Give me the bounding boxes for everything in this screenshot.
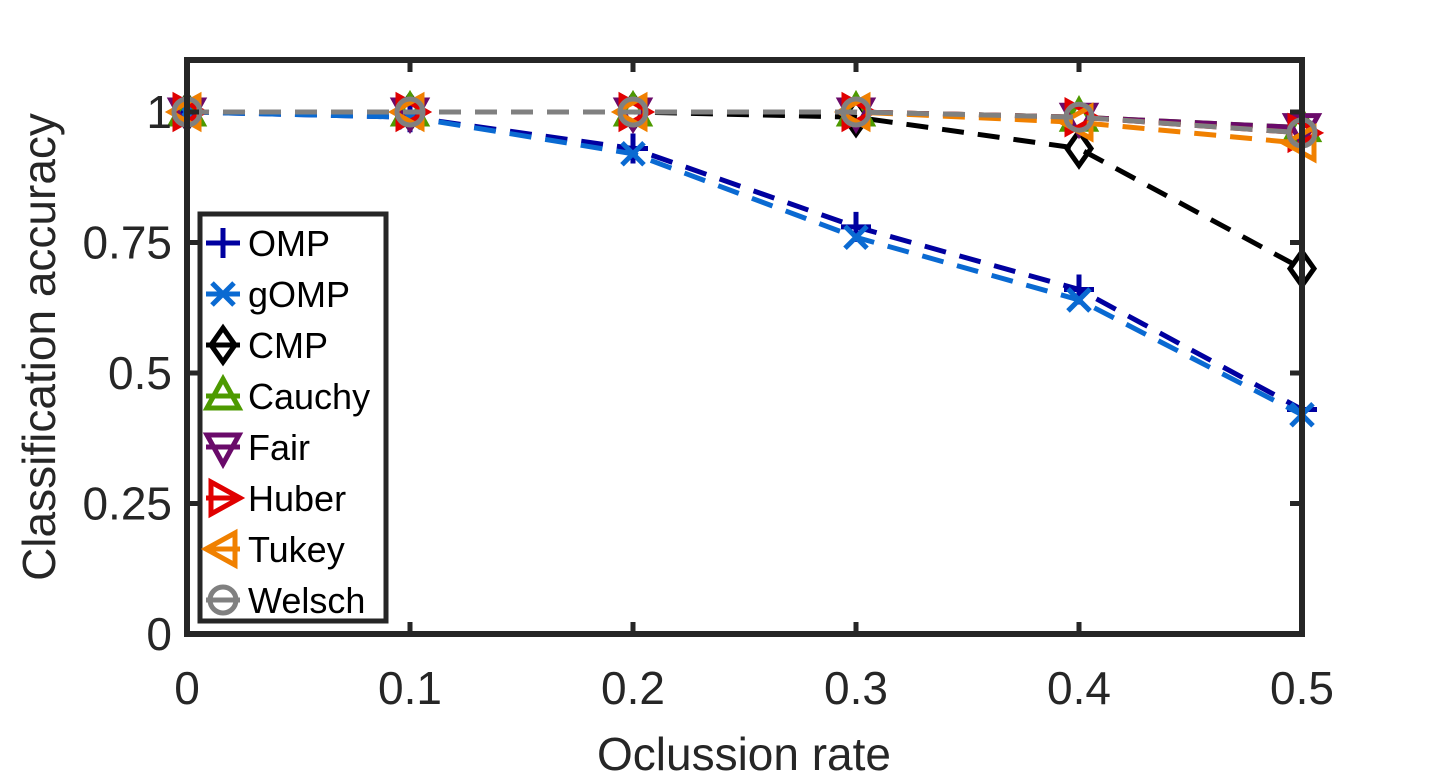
- axes-box: [184, 57, 1305, 637]
- x-tick-label: 0.2: [601, 662, 665, 714]
- y-tick-label: 0.25: [82, 478, 172, 530]
- point-gomp-3: [843, 224, 869, 251]
- y-tick-label: 0: [146, 608, 172, 660]
- legend-marker-cmp: [207, 323, 239, 367]
- y-tick-label: 1: [146, 86, 172, 138]
- legend: OMP gOMP CMP Cauchy Fair Huber Tukey Welsch: [197, 211, 389, 624]
- legend-entry-welsch: Welsch: [206, 580, 365, 621]
- legend-marker-welsch: [207, 584, 239, 616]
- legend-label-welsch: Welsch: [248, 580, 365, 621]
- y-tick-label: 0.5: [108, 347, 172, 399]
- legend-label-huber: Huber: [248, 478, 346, 519]
- point-gomp-2: [620, 140, 646, 167]
- point-welsch-3: [840, 96, 872, 128]
- point-gomp-4: [1066, 287, 1092, 313]
- series-layer: [164, 89, 1325, 428]
- legend-marker-cauchy: [202, 373, 244, 411]
- y-tick-label: 0.75: [82, 217, 172, 269]
- legend-entry-cmp: CMP: [206, 323, 328, 367]
- legend-box: [197, 211, 389, 624]
- legend-entry-tukey: Tukey: [200, 528, 345, 570]
- legend-label-fair: Fair: [248, 427, 310, 468]
- axes-layer: [184, 57, 1305, 637]
- legend-marker-gomp: [210, 281, 236, 307]
- legend-entry-fair: Fair: [202, 427, 310, 470]
- legend-entry-cauchy: Cauchy: [202, 373, 370, 417]
- y-axis-label: Classification accuracy: [13, 113, 65, 581]
- legend-marker-tukey: [200, 528, 238, 570]
- point-cmp-4: [1063, 127, 1095, 170]
- legend-label-cmp: CMP: [248, 325, 328, 366]
- legend-marker-omp: [208, 228, 238, 258]
- point-omp-2: [618, 133, 648, 164]
- x-tick-label: 0.4: [1047, 662, 1111, 714]
- legend-label-omp: OMP: [248, 223, 330, 264]
- x-tick-label: 0: [174, 662, 200, 714]
- series-line-welsch: [187, 109, 1303, 136]
- legend-entry-gomp: gOMP: [206, 274, 350, 315]
- x-axis-ticks: 0 0.1 0.2 0.3 0.4 0.5: [174, 60, 1334, 714]
- point-welsch-2: [617, 96, 649, 128]
- legend-marker-huber: [208, 477, 246, 519]
- series-line-gomp: [186, 109, 1304, 417]
- legend-label-gomp: gOMP: [248, 274, 350, 315]
- point-welsch-4: [1063, 101, 1095, 133]
- legend-marker-fair: [202, 432, 244, 470]
- legend-label-cauchy: Cauchy: [248, 376, 370, 417]
- x-tick-label: 0.1: [378, 662, 442, 714]
- legend-label-tukey: Tukey: [248, 529, 345, 570]
- legend-entry-huber: Huber: [206, 477, 346, 519]
- x-tick-label: 0.5: [1270, 662, 1334, 714]
- point-welsch-1: [394, 96, 426, 128]
- x-tick-label: 0.3: [824, 662, 888, 714]
- y-axis-ticks: 0 0.25 0.5 0.75 1: [82, 86, 1302, 660]
- legend-entry-omp: OMP: [206, 223, 330, 264]
- x-axis-label: Oclussion rate: [597, 728, 891, 780]
